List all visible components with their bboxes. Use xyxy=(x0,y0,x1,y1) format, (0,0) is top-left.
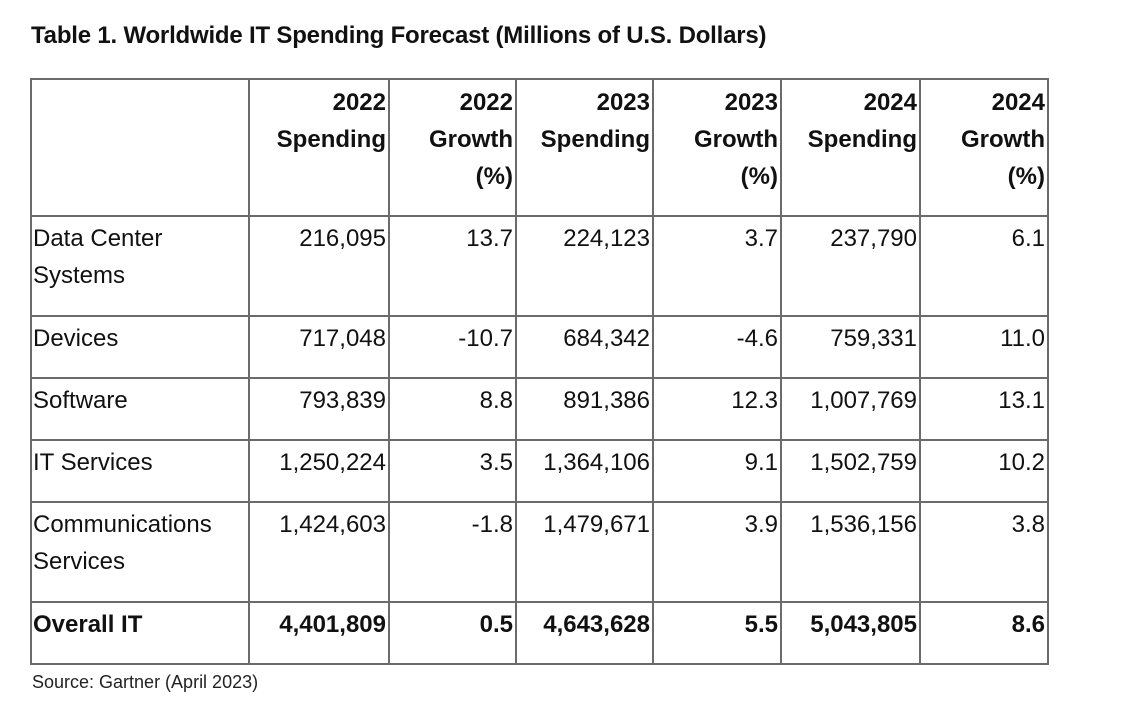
header-2023-growth: 2023 Growth (%) xyxy=(652,78,782,217)
row-label: Software xyxy=(30,377,250,441)
cell-2022-growth: 13.7 xyxy=(388,215,517,317)
cell-2024-spending: 1,007,769 xyxy=(780,377,921,441)
cell-2022-growth: -1.8 xyxy=(388,501,517,603)
cell-2024-spending: 1,502,759 xyxy=(780,439,921,503)
cell-2024-spending: 237,790 xyxy=(780,215,921,317)
cell-2023-growth: 3.7 xyxy=(652,215,782,317)
cell-2024-growth: 8.6 xyxy=(919,601,1049,665)
table-row: Devices 717,048 -10.7 684,342 -4.6 759,3… xyxy=(30,315,1049,379)
header-2023-spending: 2023 Spending xyxy=(515,78,654,217)
it-spending-table: 2022 Spending 2022 Growth (%) 2023 Spending … xyxy=(30,78,1049,665)
cell-2023-growth: 12.3 xyxy=(652,377,782,441)
cell-2024-growth: 3.8 xyxy=(919,501,1049,603)
cell-2022-spending: 216,095 xyxy=(248,215,390,317)
cell-2024-growth: 13.1 xyxy=(919,377,1049,441)
header-2024-growth: 2024 Growth (%) xyxy=(919,78,1049,217)
header-cell-empty xyxy=(30,78,250,217)
cell-2022-spending: 1,250,224 xyxy=(248,439,390,503)
cell-2022-growth: 0.5 xyxy=(388,601,517,665)
cell-2022-growth: 8.8 xyxy=(388,377,517,441)
row-label: Data Center Systems xyxy=(30,215,250,317)
cell-2024-growth: 11.0 xyxy=(919,315,1049,379)
row-label: Communications Services xyxy=(30,501,250,603)
table-title: Table 1. Worldwide IT Spending Forecast … xyxy=(31,22,767,49)
table-row: Data Center Systems 216,095 13.7 224,123 … xyxy=(30,215,1049,317)
total-row: Overall IT 4,401,809 0.5 4,643,628 5.5 5… xyxy=(30,601,1049,665)
cell-2023-spending: 684,342 xyxy=(515,315,654,379)
table-row: Communications Services 1,424,603 -1.8 1,… xyxy=(30,501,1049,603)
cell-2023-growth: -4.6 xyxy=(652,315,782,379)
header-2022-growth: 2022 Growth (%) xyxy=(388,78,517,217)
cell-2022-spending: 4,401,809 xyxy=(248,601,390,665)
table-row: Software 793,839 8.8 891,386 12.3 1,007,… xyxy=(30,377,1049,441)
cell-2023-spending: 1,479,671 xyxy=(515,501,654,603)
cell-2024-spending: 5,043,805 xyxy=(780,601,921,665)
cell-2022-spending: 1,424,603 xyxy=(248,501,390,603)
cell-2023-growth: 9.1 xyxy=(652,439,782,503)
cell-2024-spending: 759,331 xyxy=(780,315,921,379)
source-note: Source: Gartner (April 2023) xyxy=(32,672,259,692)
cell-2023-growth: 3.9 xyxy=(652,501,782,603)
header-2024-spending: 2024 Spending xyxy=(780,78,921,217)
cell-2023-spending: 224,123 xyxy=(515,215,654,317)
header-row: 2022 Spending 2022 Growth (%) 2023 Spending … xyxy=(30,78,1049,217)
cell-2022-growth: 3.5 xyxy=(388,439,517,503)
cell-2023-spending: 4,643,628 xyxy=(515,601,654,665)
cell-2022-spending: 717,048 xyxy=(248,315,390,379)
cell-2023-growth: 5.5 xyxy=(652,601,782,665)
cell-2023-spending: 1,364,106 xyxy=(515,439,654,503)
cell-2024-growth: 10.2 xyxy=(919,439,1049,503)
row-label: Devices xyxy=(30,315,250,379)
cell-2024-spending: 1,536,156 xyxy=(780,501,921,603)
cell-2024-growth: 6.1 xyxy=(919,215,1049,317)
row-label: Overall IT xyxy=(30,601,250,665)
row-label: IT Services xyxy=(30,439,250,503)
cell-2022-growth: -10.7 xyxy=(388,315,517,379)
cell-2022-spending: 793,839 xyxy=(248,377,390,441)
cell-2023-spending: 891,386 xyxy=(515,377,654,441)
header-2022-spending: 2022 Spending xyxy=(248,78,390,217)
table-row: IT Services 1,250,224 3.5 1,364,106 9.1 … xyxy=(30,439,1049,503)
